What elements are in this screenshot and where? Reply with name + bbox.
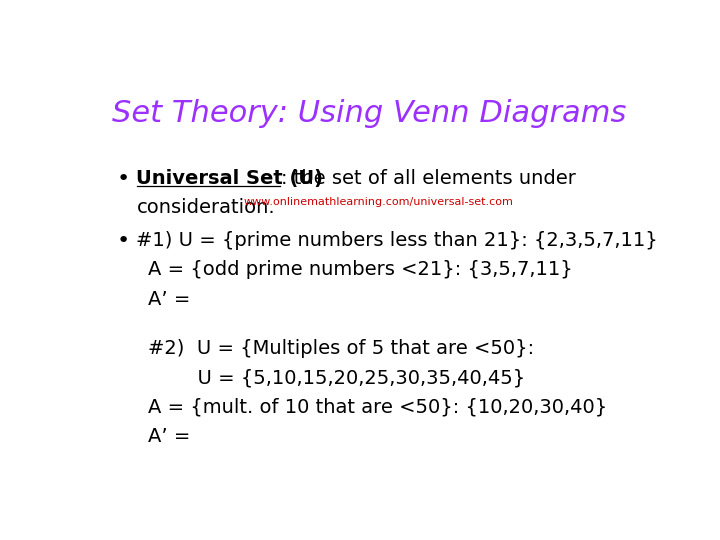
Text: A’ =: A’ = [148,289,191,309]
Text: •: • [117,231,130,251]
Text: #2)  U = {Multiples of 5 that are <50}:: #2) U = {Multiples of 5 that are <50}: [148,339,534,359]
Text: : the set of all elements under: : the set of all elements under [282,169,576,188]
Text: U = {5,10,15,20,25,30,35,40,45}: U = {5,10,15,20,25,30,35,40,45} [160,369,525,388]
Text: A’ =: A’ = [148,427,191,446]
Text: Universal Set (U): Universal Set (U) [137,169,323,188]
Text: A = {mult. of 10 that are <50}: {10,20,30,40}: A = {mult. of 10 that are <50}: {10,20,3… [148,398,608,417]
Text: #1) U = {prime numbers less than 21}: {2,3,5,7,11}: #1) U = {prime numbers less than 21}: {2… [137,231,658,250]
Text: Set Theory: Using Venn Diagrams: Set Theory: Using Venn Diagrams [112,99,626,129]
Text: www.onlinemathlearning.com/universal-set.com: www.onlinemathlearning.com/universal-set… [243,197,513,207]
Text: A = {odd prime numbers <21}: {3,5,7,11}: A = {odd prime numbers <21}: {3,5,7,11} [148,260,573,279]
Text: •: • [117,169,130,189]
Text: consideration.: consideration. [137,198,275,217]
